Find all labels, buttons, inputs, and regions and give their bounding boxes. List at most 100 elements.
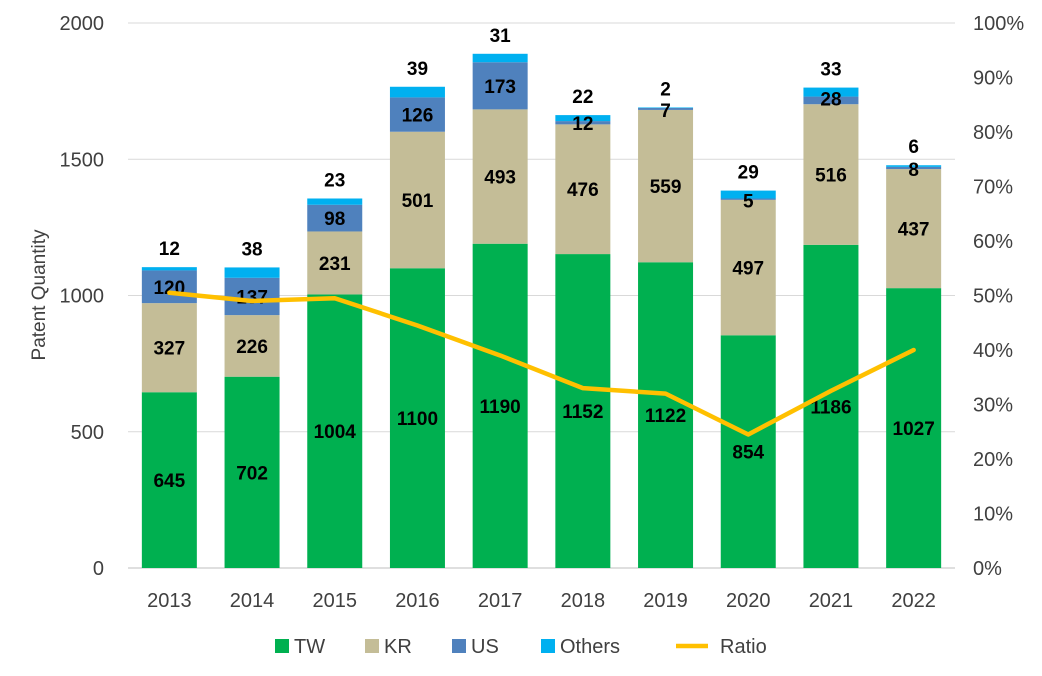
bar-others-2013 [141, 267, 197, 271]
data-label-kr: 437 [898, 220, 930, 241]
data-label-tw: 1122 [645, 406, 686, 427]
bar-others-2018 [555, 115, 611, 122]
bar-tw-2015 [307, 294, 363, 568]
data-label-tw: 702 [236, 463, 268, 484]
data-label-tw: 1152 [562, 402, 603, 423]
y2-tick-label: 90% [973, 68, 1013, 90]
bar-kr-2019 [638, 109, 694, 263]
x-tick-label: 2022 [891, 590, 936, 612]
data-label-others: 12 [159, 239, 180, 260]
y-tick-label: 500 [71, 422, 104, 444]
bar-tw-2019 [638, 262, 694, 568]
data-label-kr: 559 [650, 177, 682, 198]
data-label-tw: 1190 [480, 397, 521, 418]
bar-kr-2020 [720, 199, 776, 336]
data-label-kr: 476 [567, 180, 599, 201]
x-tick-label: 2016 [395, 590, 440, 612]
bar-others-2022 [886, 165, 942, 167]
data-label-kr: 501 [402, 191, 434, 212]
bar-others-2017 [472, 53, 528, 63]
bar-tw-2018 [555, 254, 611, 568]
x-tick-label: 2014 [230, 590, 275, 612]
data-label-others: 29 [738, 163, 759, 184]
y-axis-title: Patent Quantity [29, 229, 50, 360]
data-label-us: 126 [402, 106, 434, 127]
y2-tick-label: 0% [973, 558, 1002, 580]
y-tick-label: 1500 [60, 149, 105, 171]
bar-kr-2021 [803, 104, 859, 245]
y2-tick-label: 10% [973, 504, 1013, 526]
bar-tw-2013 [141, 392, 197, 568]
bar-us-2021 [803, 96, 859, 105]
bar-kr-2014 [224, 315, 280, 377]
bar-tw-2021 [803, 244, 859, 568]
bar-others-2021 [803, 87, 859, 97]
data-label-kr: 226 [236, 337, 268, 358]
bar-kr-2018 [555, 124, 611, 255]
bar-kr-2022 [886, 169, 942, 289]
bar-kr-2013 [141, 303, 197, 393]
data-label-others: 39 [407, 59, 428, 80]
x-tick-label: 2019 [643, 590, 688, 612]
bar-us-2015 [307, 204, 363, 232]
data-label-us: 12 [572, 114, 593, 135]
y2-tick-label: 70% [973, 177, 1013, 199]
data-label-kr: 327 [153, 339, 185, 360]
bar-us-2014 [224, 277, 280, 316]
bar-kr-2015 [307, 231, 363, 295]
y2-tick-label: 80% [973, 122, 1013, 144]
x-tick-label: 2020 [726, 590, 771, 612]
data-label-us: 98 [324, 209, 345, 230]
data-label-tw: 645 [153, 471, 185, 492]
x-tick-label: 2017 [478, 590, 523, 612]
y2-tick-label: 30% [973, 395, 1013, 417]
legend-label-others: Others [560, 636, 620, 658]
data-label-us: 28 [820, 90, 841, 111]
bar-others-2014 [224, 267, 280, 278]
data-label-us: 137 [236, 287, 268, 308]
data-label-others: 2 [660, 79, 671, 100]
data-label-us: 5 [743, 191, 754, 212]
bar-us-2017 [472, 62, 528, 110]
data-label-us: 8 [908, 160, 919, 181]
legend-label-tw: TW [294, 636, 325, 658]
y2-tick-label: 40% [973, 340, 1013, 362]
bar-us-2022 [886, 166, 942, 170]
bar-kr-2016 [389, 131, 445, 269]
data-label-kr: 231 [319, 254, 351, 275]
legend-label-ratio: Ratio [720, 636, 767, 658]
y2-tick-label: 20% [973, 449, 1013, 471]
bar-tw-2017 [472, 243, 528, 568]
bar-us-2020 [720, 198, 776, 200]
legend-label-kr: KR [384, 636, 412, 658]
y2-tick-label: 100% [973, 13, 1024, 35]
y-tick-label: 1000 [60, 286, 105, 308]
data-label-tw: 1100 [397, 409, 438, 430]
data-label-others: 33 [820, 60, 841, 81]
data-label-others: 38 [241, 239, 262, 260]
bar-tw-2022 [886, 288, 942, 568]
bar-tw-2020 [720, 335, 776, 568]
y-tick-label: 2000 [60, 13, 105, 35]
x-tick-label: 2013 [147, 590, 192, 612]
bar-us-2013 [141, 270, 197, 304]
data-label-others: 23 [324, 170, 345, 191]
data-label-tw: 1186 [810, 397, 851, 418]
data-label-others: 22 [572, 87, 593, 108]
bar-us-2016 [389, 97, 445, 132]
legend-swatch-us [452, 639, 466, 653]
bar-others-2019 [638, 107, 694, 109]
bar-others-2016 [389, 86, 445, 98]
legend-swatch-tw [275, 639, 289, 653]
data-label-us: 173 [484, 77, 516, 98]
data-label-others: 6 [908, 137, 919, 158]
bar-kr-2017 [472, 109, 528, 244]
legend-swatch-kr [365, 639, 379, 653]
y2-tick-label: 50% [973, 286, 1013, 308]
data-label-tw: 1027 [893, 419, 935, 440]
data-label-kr: 516 [815, 166, 847, 187]
y-tick-label: 0 [93, 558, 104, 580]
x-tick-label: 2021 [809, 590, 854, 612]
x-tick-label: 2018 [561, 590, 606, 612]
